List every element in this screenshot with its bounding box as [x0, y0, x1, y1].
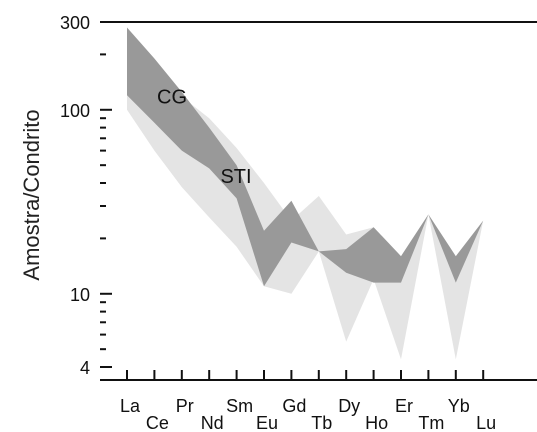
y-tick-label: 100: [60, 101, 90, 121]
x-tick-label: Er: [395, 396, 413, 416]
field-layer: [127, 27, 484, 360]
x-tick-label: La: [120, 396, 141, 416]
x-tick-label: Yb: [448, 396, 470, 416]
field-label-sti: STI: [220, 166, 251, 188]
x-tick-label: Lu: [476, 413, 496, 432]
y-tick-label: 10: [70, 285, 90, 305]
field-label-cg: CG: [157, 87, 187, 109]
x-tick-label: Ho: [365, 413, 388, 432]
field-cg: [127, 27, 484, 287]
x-tick-label: Pr: [176, 396, 194, 416]
x-tick-label: Gd: [282, 396, 306, 416]
y-tick-label: 4: [80, 358, 90, 378]
x-tick-label: Tm: [418, 413, 444, 432]
x-tick-label: Ce: [146, 413, 169, 432]
labels-layer: STI CG: [157, 87, 252, 188]
x-tick-label: Nd: [201, 413, 224, 432]
x-tick-label: Dy: [338, 396, 360, 416]
y-tick-label: 300: [60, 13, 90, 33]
x-tick-label: Eu: [256, 413, 278, 432]
y-axis-title: Amostra/Condrito: [19, 109, 44, 280]
x-tick-label: Sm: [226, 396, 253, 416]
x-tick-label: Tb: [311, 413, 332, 432]
